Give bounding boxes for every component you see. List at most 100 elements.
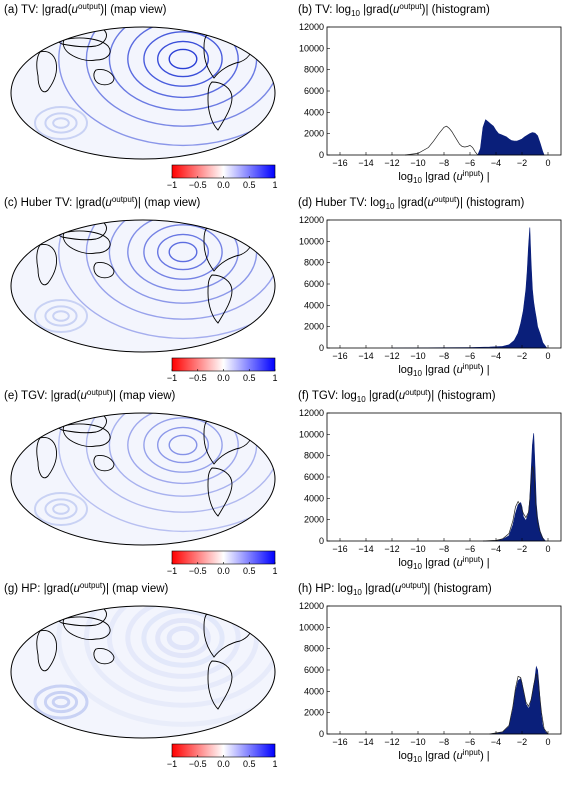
colorbar-tick-label: 1 <box>272 180 277 190</box>
y-tick-label: 12000 <box>299 601 324 611</box>
y-tick-label: 2000 <box>304 708 324 718</box>
title-segment: output <box>112 195 135 204</box>
wavefront-ring <box>125 606 241 679</box>
title-segment: output <box>80 581 103 590</box>
x-axis-label: log10 |grad (uinput) | <box>398 748 489 764</box>
title-segment: |grad( <box>366 390 399 402</box>
x-tick-label: 0 <box>545 351 550 361</box>
wavefront-ring <box>166 625 200 651</box>
colorbar-tick-label: 0.5 <box>243 373 256 383</box>
x-tick-label: −6 <box>465 737 475 747</box>
y-tick-label: 2000 <box>304 515 324 525</box>
wavefront-ring <box>85 413 275 513</box>
histogram-series-outline <box>489 673 549 735</box>
title-segment: )| (histogram) <box>422 4 490 16</box>
x-axis-label: log10 |grad (uinput) | <box>398 362 489 378</box>
title-segment: (c) Huber TV: |grad( <box>4 197 106 209</box>
continent-outline <box>36 630 57 672</box>
x-tick-label: −4 <box>491 737 501 747</box>
title-segment: log <box>398 750 413 762</box>
y-tick-label: 2000 <box>304 322 324 332</box>
map-title: (g) HP: |grad(uoutput)| (map view) <box>4 581 169 595</box>
y-tick-label: 8000 <box>304 451 324 461</box>
title-segment: output <box>405 388 428 397</box>
colorbar-tick-label: 1 <box>272 566 277 576</box>
title-segment: u <box>72 4 79 16</box>
title-segment: 10 <box>351 9 360 18</box>
title-segment: 10 <box>353 588 362 597</box>
x-tick-label: −6 <box>465 544 475 554</box>
panel-row-1: (a) TV: |grad(uoutput)| (map view)−1 −0.5… <box>4 2 562 190</box>
wavefront-ring <box>168 434 198 456</box>
title-segment: input <box>463 555 481 564</box>
wavefront-ring <box>156 426 209 464</box>
map-border <box>10 605 276 739</box>
x-tick-label: −10 <box>410 544 425 554</box>
map-border <box>10 219 276 353</box>
histogram-title: (h) HP: log10 |grad(uoutput)| (histogram… <box>298 581 492 597</box>
y-tick-label: 12000 <box>299 215 324 225</box>
title-segment: )| (map view) <box>100 4 166 16</box>
continent-outline <box>207 467 233 517</box>
x-tick-label: −4 <box>491 351 501 361</box>
title-segment: input <box>463 169 481 178</box>
title-segment: log <box>398 557 413 569</box>
antipodal-ring <box>44 305 78 327</box>
y-tick-label: 0 <box>319 729 324 739</box>
x-tick-label: −12 <box>384 351 399 361</box>
antipodal-ring <box>52 310 70 322</box>
y-tick-label: 0 <box>319 150 324 160</box>
y-tick-label: 6000 <box>304 472 324 482</box>
title-segment: output <box>399 2 422 11</box>
y-tick-label: 6000 <box>304 665 324 675</box>
title-segment: u <box>457 750 463 762</box>
y-tick-label: 10000 <box>299 236 324 246</box>
continent-outline <box>62 37 111 61</box>
x-tick-label: −8 <box>439 158 449 168</box>
title-segment: 10 <box>413 562 422 571</box>
title-segment: (e) TGV: |grad( <box>4 390 81 402</box>
wavefront-ring <box>168 48 198 70</box>
x-tick-label: −16 <box>332 737 347 747</box>
histogram-title: (b) TV: log10 |grad(uoutput)| (histogram… <box>298 2 490 18</box>
x-tick-label: −14 <box>358 544 373 554</box>
panel-row-4: (g) HP: |grad(uoutput)| (map view)−1 −0.5… <box>4 581 562 769</box>
x-tick-label: 0 <box>545 544 550 554</box>
title-segment: 10 <box>386 202 395 211</box>
title-segment: |grad ( <box>422 557 457 569</box>
title-segment: )| (map view) <box>102 583 168 595</box>
x-tick-label: −12 <box>384 544 399 554</box>
title-segment: u <box>399 390 406 402</box>
x-tick-label: −16 <box>332 351 347 361</box>
title-segment: u <box>457 171 463 183</box>
y-tick-label: 0 <box>319 343 324 353</box>
title-segment: )| (histogram) <box>424 583 492 595</box>
y-tick-label: 6000 <box>304 279 324 289</box>
wavefront-ring <box>56 606 275 727</box>
title-segment: 10 <box>357 395 366 404</box>
title-segment: )| (map view) <box>134 197 200 209</box>
colorbar-tick-label: −0.5 <box>189 566 207 576</box>
map-border <box>10 412 276 546</box>
title-segment: u <box>80 390 87 402</box>
x-axis-label: log10 |grad (uinput) | <box>398 555 489 571</box>
x-tick-label: −6 <box>465 351 475 361</box>
title-segment: log <box>398 171 413 183</box>
title-segment: )| (map view) <box>109 390 175 402</box>
wavefront-ring <box>143 31 223 87</box>
title-segment: u <box>395 583 402 595</box>
colorbar-tick-label: 0.0 <box>217 759 230 769</box>
wavefront-ring <box>58 27 275 147</box>
colorbar-tick-label: −1 <box>167 373 177 383</box>
continent-outline <box>93 648 115 665</box>
map-background <box>11 220 275 352</box>
y-tick-label: 2000 <box>304 129 324 139</box>
antipodal-ring <box>34 492 88 526</box>
y-tick-label: 6000 <box>304 86 324 96</box>
continent-outline <box>93 69 115 86</box>
x-tick-label: −2 <box>517 737 527 747</box>
continent-outline <box>36 244 57 286</box>
title-segment: (b) TV: log <box>298 4 351 16</box>
antipodal-ring <box>52 117 70 129</box>
histogram-series-filled <box>391 227 548 349</box>
